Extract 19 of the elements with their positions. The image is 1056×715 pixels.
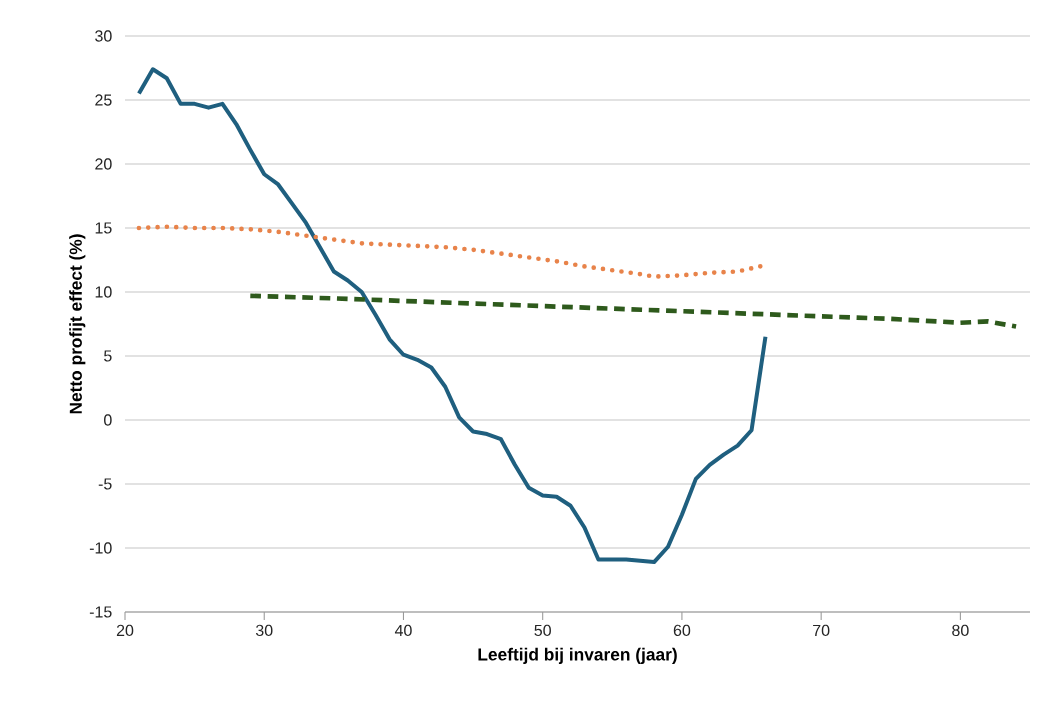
y-tick-label: 30 [95, 30, 112, 42]
x-tick-label: 80 [952, 624, 969, 637]
y-tick-label: 5 [104, 350, 112, 362]
y-tick-label: -10 [89, 542, 112, 554]
x-axis-title: Leeftijd bij invaren (jaar) [478, 647, 677, 665]
y-tick-label: 25 [95, 94, 112, 106]
y-tick-label: -15 [89, 606, 112, 618]
x-tick-label: 50 [534, 624, 551, 637]
y-tick-label: -5 [98, 478, 112, 490]
y-tick-label: 20 [95, 158, 112, 170]
x-tick-label: 40 [394, 624, 412, 637]
x-tick-label: 30 [255, 624, 273, 637]
y-tick-label: 10 [95, 286, 112, 298]
y-tick-label: 15 [95, 222, 112, 234]
y-tick-label: 0 [104, 414, 112, 426]
x-tick-label: 20 [116, 624, 134, 637]
x-tick-label: 60 [673, 624, 691, 637]
x-tick-label: 70 [813, 624, 830, 637]
y-axis-title: Netto profijt effect (%) [69, 234, 86, 414]
